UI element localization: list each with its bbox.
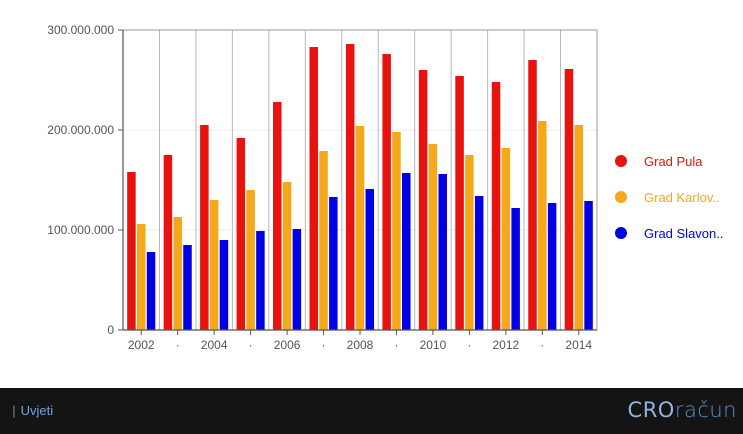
legend-label-0: Grad Pula: [644, 153, 703, 169]
bar-0-9: [455, 76, 464, 330]
x-tick-label: 2008: [347, 338, 374, 352]
x-tick-label: 2002: [128, 338, 155, 352]
bar-0-4: [273, 102, 282, 330]
bar-2-7: [402, 173, 411, 330]
x-tick-label: ·: [322, 338, 326, 352]
page-footer: a|Uvjeti CROračun: [0, 388, 743, 434]
bar-1-4: [282, 182, 292, 330]
brand-logo-part-cro: CRO: [627, 398, 675, 422]
bar-0-8: [418, 70, 428, 330]
bar-0-5: [309, 47, 318, 330]
bar-1-10: [501, 148, 511, 330]
bar-1-9: [465, 155, 474, 330]
bar-2-2: [219, 240, 229, 330]
bar-2-12: [584, 201, 593, 330]
bar-0-7: [382, 54, 391, 330]
y-tick-label: 200.000.000: [47, 123, 114, 137]
bar-0-1: [163, 155, 173, 330]
bar-1-11: [538, 121, 547, 330]
bar-2-1: [183, 245, 192, 330]
x-tick-label: ·: [176, 338, 180, 352]
bar-0-10: [491, 82, 501, 330]
legend-item-2[interactable]: Grad Slavon..: [615, 215, 743, 251]
x-tick-label: 2006: [274, 338, 301, 352]
x-tick-label: ·: [249, 338, 253, 352]
legend-dot-0: [615, 155, 627, 167]
bar-1-1: [173, 217, 182, 330]
bar-1-5: [319, 151, 328, 330]
bar-2-0: [146, 252, 156, 330]
bar-2-8: [438, 174, 447, 330]
bar-2-11: [547, 203, 557, 330]
bar-1-8: [428, 144, 438, 330]
legend-item-0[interactable]: Grad Pula: [615, 143, 743, 179]
bar-0-11: [528, 60, 537, 330]
bar-0-0: [127, 172, 136, 330]
chart-legend: Grad Pula Grad Karlov.. Grad Slavon..: [615, 143, 743, 251]
footer-links: a|Uvjeti: [0, 403, 53, 418]
bar-1-0: [136, 224, 146, 330]
y-tick-label: 0: [107, 323, 114, 337]
bar-0-2: [200, 125, 209, 330]
bar-0-12: [564, 69, 574, 330]
bar-0-6: [345, 44, 355, 330]
bar-1-2: [209, 200, 219, 330]
bar-2-5: [329, 197, 338, 330]
footer-separator: |: [12, 403, 16, 418]
bar-2-10: [511, 208, 520, 330]
legend-dot-2: [615, 227, 627, 239]
y-tick-label: 300.000.000: [47, 23, 114, 37]
bar-1-3: [246, 190, 255, 330]
x-tick-label: 2004: [201, 338, 228, 352]
chart-area: 0 100.000.000 200.000.000 300.000.000 2002 · 2…: [47, 23, 743, 352]
bar-2-9: [474, 196, 484, 330]
x-tick-label: ·: [394, 338, 398, 352]
legend-label-2: Grad Slavon..: [644, 225, 724, 241]
x-tick-label: ·: [540, 338, 544, 352]
footer-link-terms[interactable]: Uvjeti: [20, 403, 54, 418]
brand-logo-part-racun: račun: [674, 398, 737, 422]
legend-item-1[interactable]: Grad Karlov..: [615, 179, 743, 215]
brand-logo[interactable]: CROračun: [628, 398, 737, 422]
bar-chart: 0 100.000.000 200.000.000 300.000.000 2002 · 2…: [47, 23, 598, 352]
bar-2-6: [365, 189, 375, 330]
x-tick-label: ·: [467, 338, 471, 352]
x-tick-label: 2012: [492, 338, 519, 352]
legend-dot-1: [615, 191, 627, 203]
bar-1-7: [392, 132, 401, 330]
bar-2-4: [292, 229, 302, 330]
y-tick-label: 100.000.000: [47, 223, 114, 237]
bar-0-3: [236, 138, 246, 330]
bar-2-3: [256, 231, 265, 330]
x-tick-label: 2014: [565, 338, 592, 352]
bar-1-12: [574, 125, 584, 330]
x-tick-label: 2010: [420, 338, 447, 352]
bar-1-6: [355, 126, 365, 330]
legend-label-1: Grad Karlov..: [644, 189, 720, 205]
